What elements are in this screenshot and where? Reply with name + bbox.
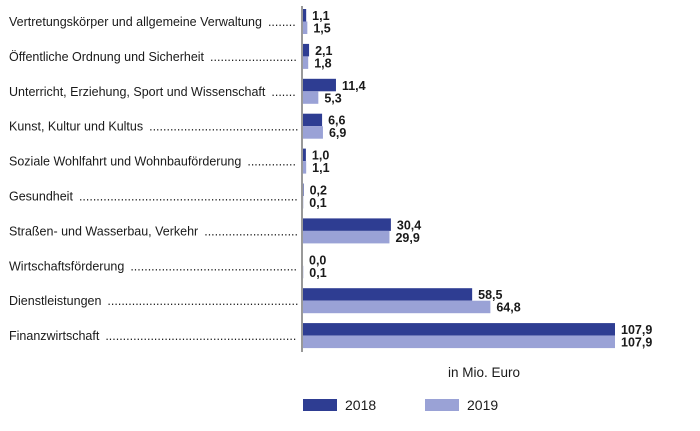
bar-2019 xyxy=(303,335,615,349)
data-label-2019: 107,9 xyxy=(621,336,652,350)
data-label-2019: 1,1 xyxy=(312,161,329,175)
leader-dots: ........................................… xyxy=(130,259,297,273)
bar-2018 xyxy=(303,323,615,336)
bar-2019 xyxy=(303,21,308,34)
bar-2019 xyxy=(303,91,319,104)
category-label: Vertretungskörper und allgemeine Verwalt… xyxy=(9,15,262,29)
leader-dots: ........................................… xyxy=(105,329,296,343)
data-label-2018: 2,1 xyxy=(315,44,332,58)
data-label-2018: 1,0 xyxy=(312,149,329,163)
bar-2019 xyxy=(303,300,491,314)
leader-dots: ........................................… xyxy=(149,120,298,134)
bar-2018 xyxy=(303,183,304,196)
bars xyxy=(303,9,615,349)
bar-2018 xyxy=(303,43,310,57)
data-label-2018: 0,2 xyxy=(310,184,327,198)
category-label: Wirtschaftsförderung xyxy=(9,259,124,273)
leader-dots: ....... xyxy=(271,85,295,99)
leader-dots: .............. xyxy=(247,155,296,169)
data-label-2019: 6,9 xyxy=(329,126,346,140)
data-label-2018: 1,1 xyxy=(312,9,329,23)
legend: 2018 2019 xyxy=(303,397,498,413)
bar-2018 xyxy=(303,113,323,127)
category-label: Finanzwirtschaft xyxy=(9,329,100,343)
bar-2019 xyxy=(303,56,309,69)
data-label-2018: 58,5 xyxy=(478,288,502,302)
bar-2019 xyxy=(303,230,390,244)
bar-2018 xyxy=(303,218,391,231)
category-label: Dienstleistungen xyxy=(9,294,101,308)
category-label: Straßen- und Wasserbau, Verkehr xyxy=(9,224,198,238)
legend-label-2019: 2019 xyxy=(467,397,498,413)
bar-2019 xyxy=(303,161,307,174)
data-label-2019: 1,8 xyxy=(314,56,331,70)
bar-2018 xyxy=(303,78,336,92)
unit-label: in Mio. Euro xyxy=(448,365,520,380)
data-label-2019: 0,1 xyxy=(309,196,326,210)
bar-2018 xyxy=(303,148,306,162)
data-label-2019: 5,3 xyxy=(324,91,341,105)
bar-2018 xyxy=(303,288,473,301)
category-labels: Vertretungskörper und allgemeine Verwalt… xyxy=(9,15,298,343)
leader-dots: ........ xyxy=(268,15,296,29)
data-label-2019: 0,1 xyxy=(309,266,326,280)
category-label: Gesundheit xyxy=(9,190,73,204)
leader-dots: ........................................… xyxy=(79,190,298,204)
leader-dots: ......................... xyxy=(210,50,297,64)
legend-swatch-2019 xyxy=(425,399,459,411)
data-label-2018: 107,9 xyxy=(621,323,652,337)
category-label: Öffentliche Ordnung und Sicherheit xyxy=(9,50,205,64)
data-label-2018: 0,0 xyxy=(309,253,326,267)
data-label-2018: 11,4 xyxy=(342,79,366,93)
data-label-2019: 1,5 xyxy=(313,22,330,36)
leader-dots: ........................... xyxy=(204,224,298,238)
bar-2018 xyxy=(303,9,307,22)
value-labels: 1,11,52,11,811,45,36,66,91,01,10,20,130,… xyxy=(309,9,652,350)
category-label: Soziale Wohlfahrt und Wohnbauförderung xyxy=(9,155,241,169)
legend-label-2018: 2018 xyxy=(345,397,376,413)
data-label-2018: 30,4 xyxy=(397,218,421,232)
bar-2019 xyxy=(303,126,323,139)
category-label: Kunst, Kultur und Kultus xyxy=(9,120,143,134)
data-label-2019: 64,8 xyxy=(496,301,520,315)
category-label: Unterricht, Erziehung, Sport und Wissens… xyxy=(9,85,266,99)
leader-dots: ........................................… xyxy=(107,294,298,308)
legend-swatch-2018 xyxy=(303,399,337,411)
data-label-2019: 29,9 xyxy=(395,231,419,245)
data-label-2018: 6,6 xyxy=(328,114,345,128)
